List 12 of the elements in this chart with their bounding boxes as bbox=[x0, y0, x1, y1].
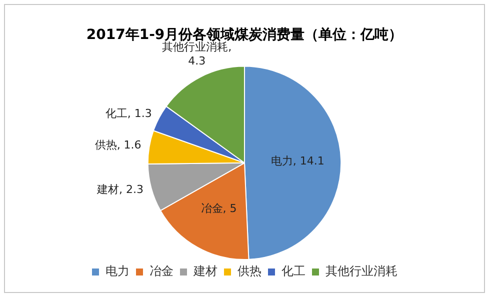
legend-label: 化工 bbox=[282, 264, 306, 278]
data-label: 电力, 14.1 bbox=[270, 154, 324, 168]
data-label: 化工, 1.3 bbox=[105, 107, 152, 120]
legend-label: 供热 bbox=[238, 264, 262, 278]
data-label: 建材, 2.3 bbox=[96, 183, 144, 196]
data-label: 冶金, 5 bbox=[200, 202, 237, 216]
data-label: 其他行业消耗, 4.3 bbox=[162, 40, 232, 68]
legend-label: 冶金 bbox=[150, 264, 174, 278]
data-label: 供热, 1.6 bbox=[94, 138, 142, 152]
legend-label: 电力 bbox=[106, 264, 130, 278]
legend-label: 建材 bbox=[192, 264, 218, 278]
legend-label: 其他行业消耗 bbox=[326, 264, 398, 278]
